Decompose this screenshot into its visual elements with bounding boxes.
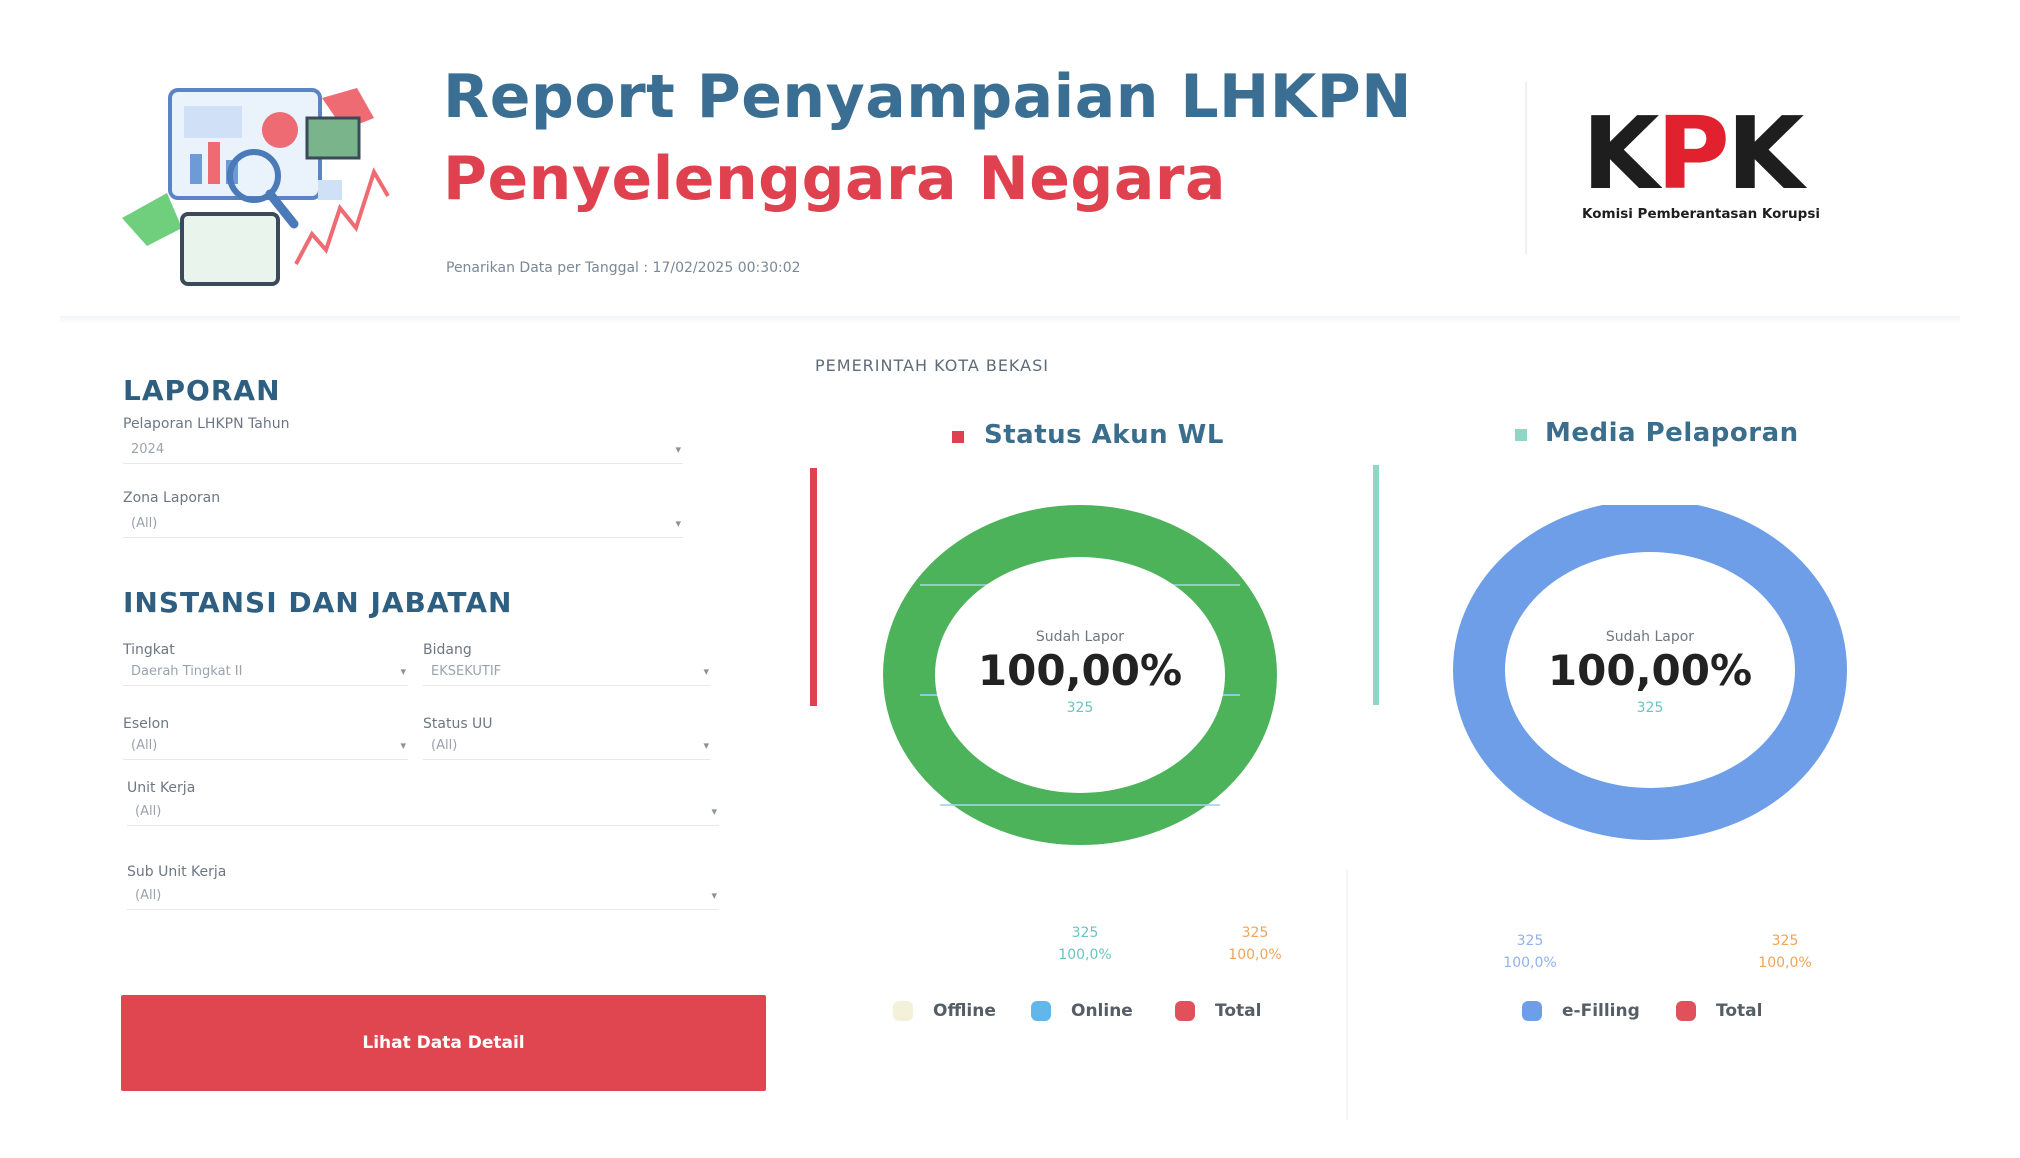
sub-unit-kerja-value: (All) — [135, 888, 162, 903]
zone-label: Zona Laporan — [123, 490, 221, 506]
laporan-heading: LAPORAN — [123, 374, 281, 407]
media-stat-efilling: 325 100,0% — [1485, 930, 1575, 974]
stat-percent: 100,0% — [1758, 955, 1812, 971]
media-panel-marker — [1515, 429, 1527, 441]
chevron-down-icon: ▾ — [711, 889, 717, 902]
eselon-select[interactable]: (All) ▾ — [123, 734, 408, 760]
eselon-label: Eselon — [123, 716, 170, 732]
bidang-select[interactable]: EKSEKUTIF ▾ — [423, 660, 711, 686]
legend-swatch-efilling — [1522, 1001, 1542, 1021]
sub-unit-kerja-select[interactable]: (All) ▾ — [127, 884, 719, 910]
status-panel-marker — [952, 431, 964, 443]
media-donut-chart — [1453, 505, 1847, 840]
tingkat-label: Tingkat — [123, 642, 175, 658]
chevron-down-icon: ▾ — [400, 665, 406, 678]
legend-swatch-total — [1676, 1001, 1696, 1021]
status-donut-chart — [883, 505, 1277, 845]
stat-percent: 100,0% — [1228, 947, 1282, 963]
legend-swatch-total — [1175, 1001, 1195, 1021]
chevron-down-icon: ▾ — [675, 443, 681, 456]
media-donut-ring — [1453, 505, 1847, 840]
chevron-down-icon: ▾ — [400, 739, 406, 752]
header-shadow — [60, 316, 1960, 324]
eselon-value: (All) — [131, 738, 158, 753]
status-uu-label: Status UU — [423, 716, 493, 732]
instansi-heading: INSTANSI DAN JABATAN — [123, 586, 513, 619]
chevron-down-icon: ▾ — [711, 805, 717, 818]
legend-total-media[interactable]: Total — [1676, 998, 1762, 1024]
legend-efilling[interactable]: e-Filling — [1522, 998, 1640, 1024]
panel-separator — [1346, 870, 1348, 1120]
agency-label: PEMERINTAH KOTA BEKASI — [815, 356, 1049, 375]
media-center-count: 325 — [1636, 700, 1664, 716]
tingkat-value: Daerah Tingkat II — [131, 664, 243, 679]
status-center-count: 325 — [1066, 700, 1094, 716]
status-donut-hole — [935, 557, 1225, 793]
legend-label: Offline — [933, 1001, 996, 1021]
year-value: 2024 — [131, 442, 165, 457]
legend-offline[interactable]: Offline — [893, 998, 996, 1024]
status-panel-bar — [810, 468, 817, 706]
bidang-value: EKSEKUTIF — [431, 664, 502, 679]
tingkat-select[interactable]: Daerah Tingkat II ▾ — [123, 660, 408, 686]
legend-online[interactable]: Online — [1031, 998, 1133, 1024]
stat-count: 325 — [1241, 925, 1269, 941]
chevron-down-icon: ▾ — [703, 739, 709, 752]
kpk-logo-letters: KPK — [1582, 95, 1804, 212]
unit-kerja-select[interactable]: (All) ▾ — [127, 800, 719, 826]
zone-select[interactable]: (All) ▾ — [123, 512, 683, 538]
status-panel-title: Status Akun WL — [984, 420, 1224, 450]
status-donut-ring — [883, 505, 1277, 845]
legend-label: e-Filling — [1562, 1001, 1640, 1021]
stat-percent: 100,0% — [1503, 955, 1557, 971]
media-center-caption: Sudah Lapor — [1605, 629, 1695, 645]
chevron-down-icon: ▾ — [703, 665, 709, 678]
year-select[interactable]: 2024 ▾ — [123, 438, 683, 464]
zone-value: (All) — [131, 516, 158, 531]
report-subtitle: Penyelenggara Negara — [443, 144, 1226, 214]
year-label: Pelaporan LHKPN Tahun — [123, 416, 290, 432]
status-uu-value: (All) — [431, 738, 458, 753]
kpk-logo: KPK Komisi Pemberantasan Korupsi — [1582, 95, 1912, 223]
media-stat-total: 325 100,0% — [1740, 930, 1830, 974]
stat-percent: 100,0% — [1058, 947, 1112, 963]
media-panel-bar — [1373, 465, 1379, 705]
legend-label: Total — [1215, 1001, 1262, 1021]
view-detail-button[interactable]: Lihat Data Detail — [121, 995, 766, 1091]
unit-kerja-label: Unit Kerja — [127, 780, 196, 796]
report-illustration — [122, 88, 390, 286]
report-title: Report Penyampaian LHKPN — [443, 62, 1412, 132]
sub-unit-kerja-label: Sub Unit Kerja — [127, 864, 227, 880]
legend-swatch-offline — [893, 1001, 913, 1021]
stat-count: 325 — [1516, 933, 1544, 949]
media-donut-hole — [1505, 552, 1795, 788]
status-stat-total: 325 100,0% — [1210, 922, 1300, 966]
media-panel-title: Media Pelaporan — [1545, 418, 1799, 448]
kpk-logo-caption: Komisi Pemberantasan Korupsi — [1582, 206, 1820, 222]
stat-count: 325 — [1071, 925, 1099, 941]
legend-total[interactable]: Total — [1175, 998, 1261, 1024]
chevron-down-icon: ▾ — [675, 517, 681, 530]
legend-swatch-online — [1031, 1001, 1051, 1021]
data-pull-timestamp: Penarikan Data per Tanggal : 17/02/2025 … — [446, 260, 801, 276]
bidang-label: Bidang — [423, 642, 472, 658]
header-divider — [1525, 82, 1527, 254]
status-uu-select[interactable]: (All) ▾ — [423, 734, 711, 760]
media-center-value: 100,00% — [1547, 646, 1753, 695]
status-stat-online: 325 100,0% — [1040, 922, 1130, 966]
status-center-caption: Sudah Lapor — [1035, 629, 1125, 645]
stat-count: 325 — [1771, 933, 1799, 949]
legend-label: Online — [1071, 1001, 1133, 1021]
status-center-value: 100,00% — [977, 646, 1183, 695]
unit-kerja-value: (All) — [135, 804, 162, 819]
legend-label: Total — [1716, 1001, 1763, 1021]
